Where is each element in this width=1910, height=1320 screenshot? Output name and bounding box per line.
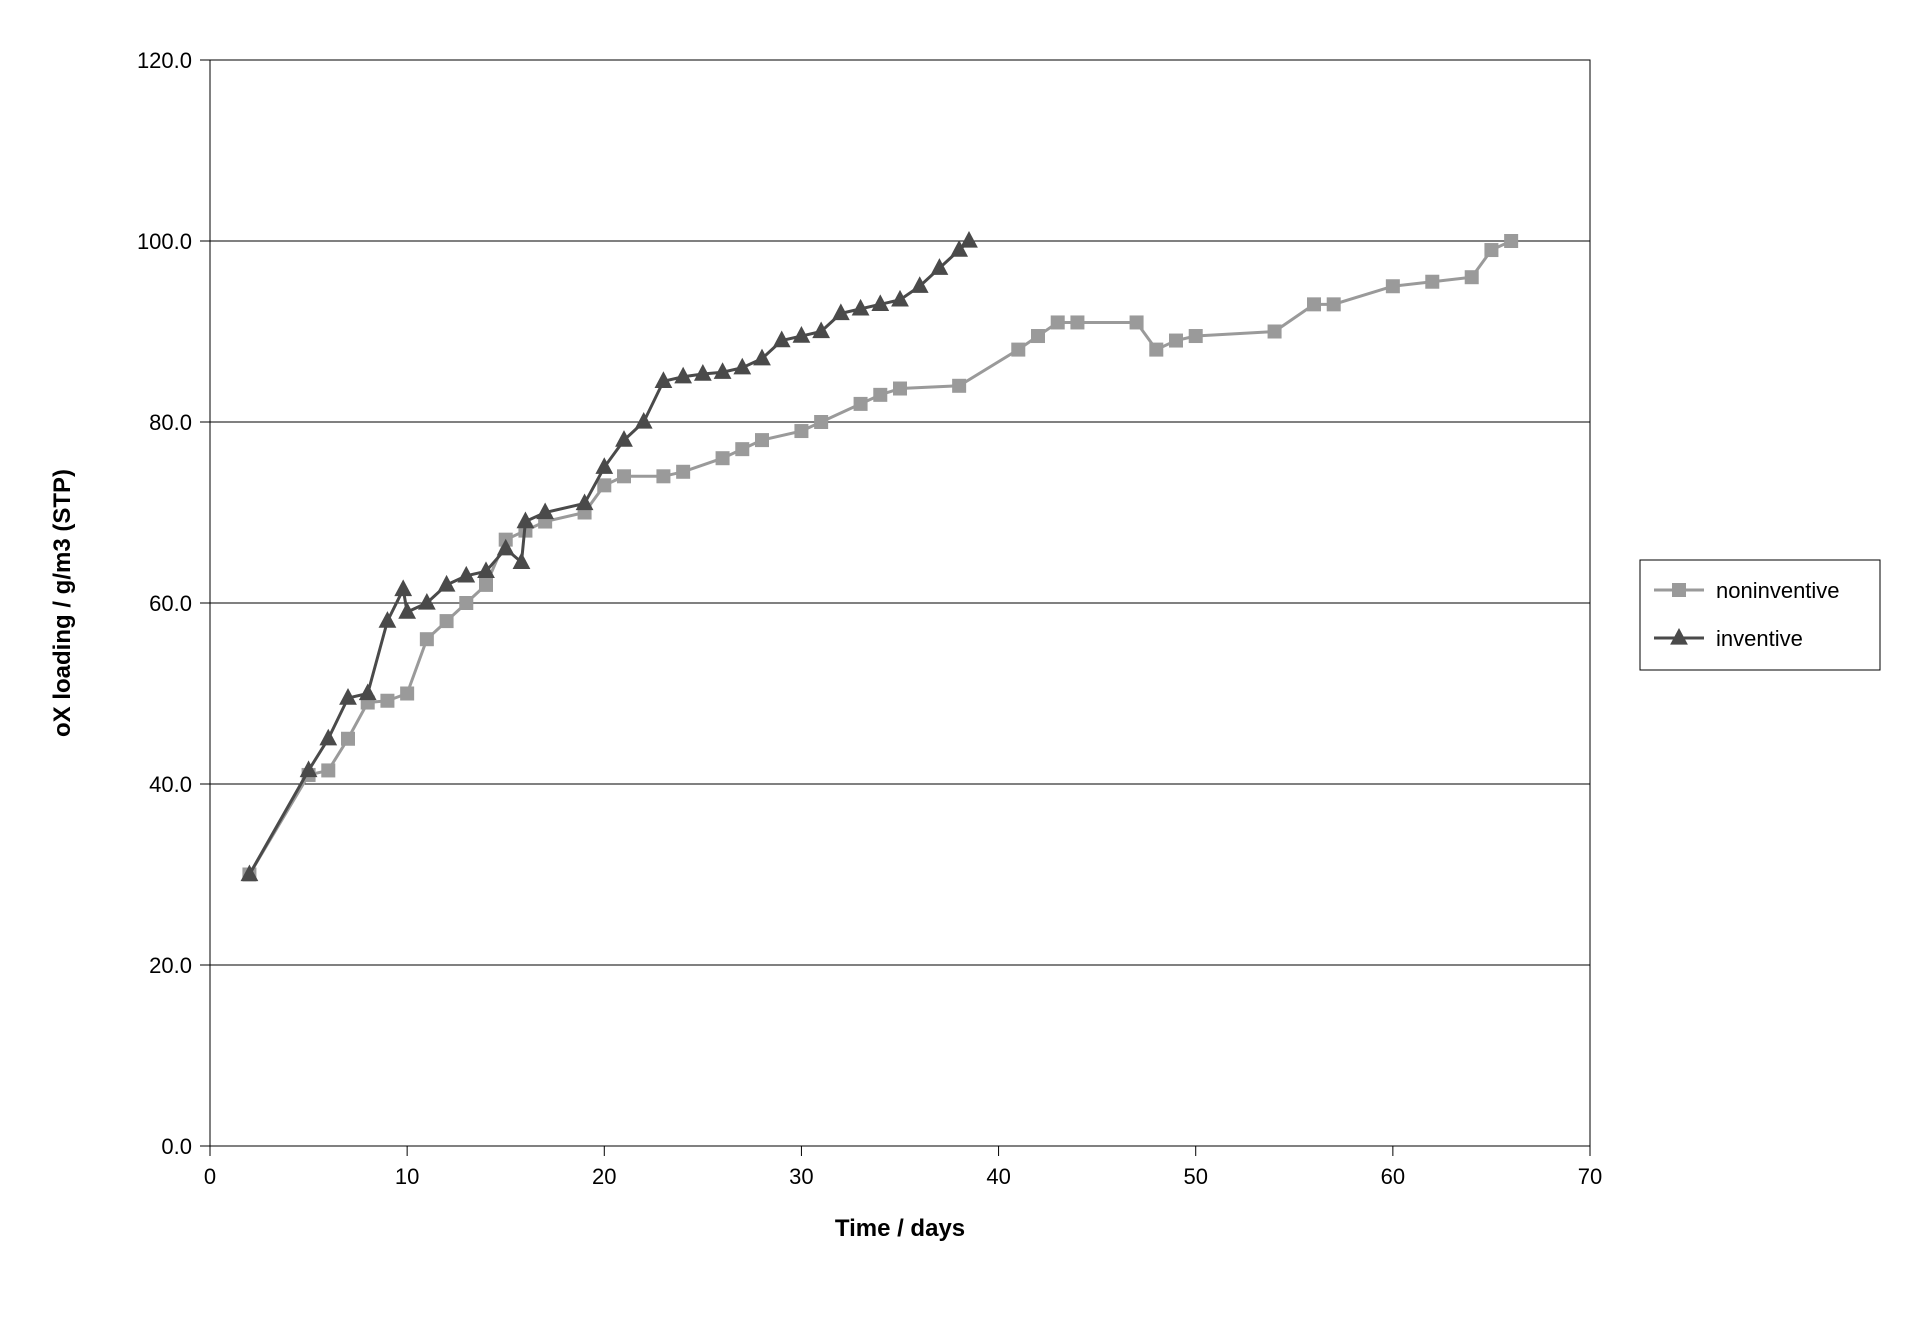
- marker-noninventive: [952, 379, 966, 393]
- marker-noninventive: [321, 763, 335, 777]
- marker-noninventive: [1051, 315, 1065, 329]
- y-tick-label: 40.0: [149, 772, 192, 797]
- marker-noninventive: [1327, 297, 1341, 311]
- y-tick-label: 60.0: [149, 591, 192, 616]
- x-axis-label: Time / days: [835, 1215, 965, 1242]
- marker-noninventive: [1268, 325, 1282, 339]
- y-tick-label: 20.0: [149, 953, 192, 978]
- marker-noninventive: [459, 596, 473, 610]
- marker-noninventive: [1484, 243, 1498, 257]
- marker-noninventive: [1149, 343, 1163, 357]
- y-tick-label: 120.0: [137, 48, 192, 73]
- marker-noninventive: [814, 415, 828, 429]
- x-tick-label: 60: [1381, 1164, 1405, 1189]
- y-tick-label: 0.0: [161, 1134, 192, 1159]
- marker-noninventive: [597, 478, 611, 492]
- marker-noninventive: [676, 465, 690, 479]
- chart-background: [0, 0, 1910, 1320]
- legend-label: inventive: [1716, 626, 1803, 651]
- marker-noninventive: [656, 469, 670, 483]
- chart-svg: 0.0 20.0 40.0 60.0 80.0 100.0 120.0 0 10 20 30 40 50…: [0, 0, 1910, 1320]
- marker-noninventive: [1425, 275, 1439, 289]
- marker-noninventive: [420, 632, 434, 646]
- y-tick-label: 100.0: [137, 229, 192, 254]
- x-tick-label: 50: [1183, 1164, 1207, 1189]
- x-tick-label: 70: [1578, 1164, 1602, 1189]
- marker-noninventive: [854, 397, 868, 411]
- marker-noninventive: [341, 732, 355, 746]
- marker-noninventive: [1031, 329, 1045, 343]
- marker-noninventive: [794, 424, 808, 438]
- chart-container: 0.0 20.0 40.0 60.0 80.0 100.0 120.0 0 10 20 30 40 50…: [0, 0, 1910, 1320]
- marker-noninventive: [1504, 234, 1518, 248]
- marker-noninventive: [716, 451, 730, 465]
- legend-marker: [1672, 583, 1686, 597]
- legend-box: [1640, 560, 1880, 670]
- marker-noninventive: [440, 614, 454, 628]
- x-tick-label: 10: [395, 1164, 419, 1189]
- marker-noninventive: [1307, 297, 1321, 311]
- x-tick-label: 30: [789, 1164, 813, 1189]
- marker-noninventive: [617, 469, 631, 483]
- y-tick-label: 80.0: [149, 410, 192, 435]
- x-tick-label: 40: [986, 1164, 1010, 1189]
- x-tick-label: 20: [592, 1164, 616, 1189]
- marker-noninventive: [1189, 329, 1203, 343]
- x-tick-label: 0: [204, 1164, 216, 1189]
- marker-noninventive: [873, 388, 887, 402]
- marker-noninventive: [400, 687, 414, 701]
- marker-noninventive: [1169, 334, 1183, 348]
- y-axis-label: oX loading / g/m3 (STP): [49, 469, 76, 737]
- marker-noninventive: [1465, 270, 1479, 284]
- marker-noninventive: [735, 442, 749, 456]
- marker-noninventive: [1070, 315, 1084, 329]
- marker-noninventive: [1130, 315, 1144, 329]
- marker-noninventive: [755, 433, 769, 447]
- marker-noninventive: [479, 578, 493, 592]
- marker-noninventive: [380, 694, 394, 708]
- marker-noninventive: [1386, 279, 1400, 293]
- marker-noninventive: [1011, 343, 1025, 357]
- marker-noninventive: [893, 382, 907, 396]
- legend-label: noninventive: [1716, 578, 1840, 603]
